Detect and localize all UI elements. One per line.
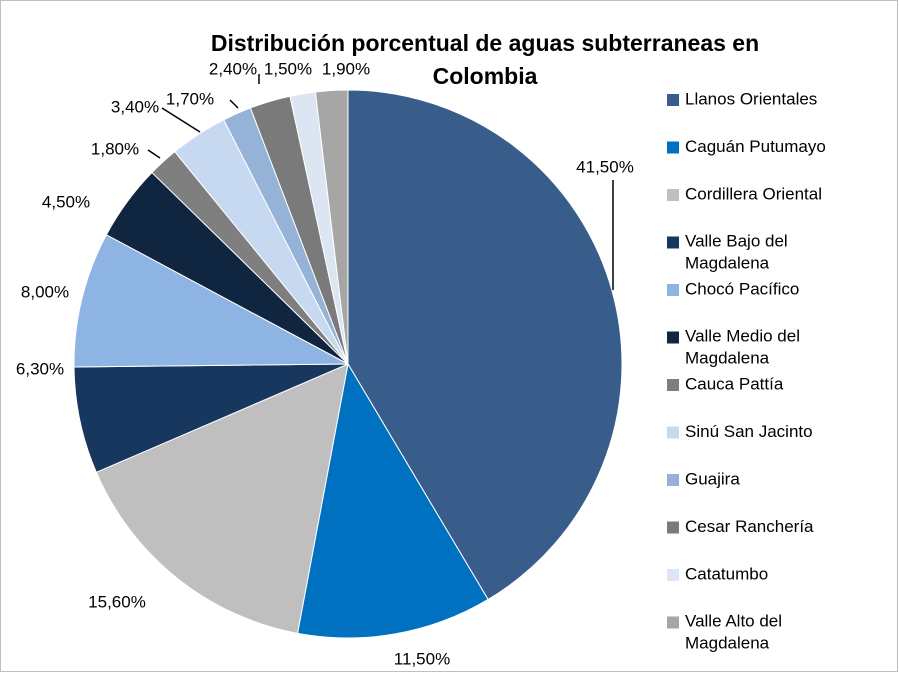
legend-label: Cesar Ranchería	[685, 517, 814, 536]
legend-label: Valle Medio del Magdalena	[685, 327, 800, 368]
legend-label: Llanos Orientales	[685, 89, 817, 108]
data-label: 4,50%	[42, 192, 90, 211]
legend-label: Valle Alto del Magdalena	[685, 612, 782, 653]
data-label: 41,50%	[576, 157, 634, 176]
legend-swatch	[667, 141, 679, 154]
legend-swatch	[667, 236, 679, 249]
data-label: 6,30%	[16, 359, 64, 378]
leader-line	[147, 149, 161, 159]
data-label: 11,50%	[394, 649, 450, 668]
legend-swatch	[667, 94, 679, 106]
pie-slice	[73, 234, 349, 368]
legend-swatch	[667, 189, 679, 201]
data-label: 2,40%	[209, 59, 257, 78]
pie-slice	[296, 362, 489, 639]
legend-swatch	[667, 521, 679, 534]
legend-swatch	[667, 616, 679, 629]
data-label: 8,00%	[21, 282, 69, 301]
data-label: 1,90%	[322, 59, 370, 78]
legend-label: Valle Bajo del Magdalena	[685, 232, 788, 273]
pie-slice	[347, 89, 623, 601]
data-label: 15,60%	[88, 592, 146, 611]
pie-slice	[314, 89, 349, 365]
data-label: 3,40%	[111, 97, 159, 116]
data-label: 1,80%	[91, 139, 139, 158]
legend-swatch	[667, 331, 679, 344]
leader-line	[161, 107, 201, 133]
legend-label: Catatumbo	[685, 564, 768, 583]
legend-label: Cauca Pattía	[685, 374, 784, 393]
data-label: 1,70%	[166, 89, 214, 108]
legend-label: Sinú San Jacinto	[685, 422, 813, 441]
legend-swatch	[667, 569, 679, 581]
legend-swatch	[667, 379, 679, 391]
leader-line	[229, 99, 239, 109]
legend-label: Chocó Pacífico	[685, 279, 799, 298]
chart-title: Distribución porcentual de aguas subterr…	[211, 30, 759, 89]
legend-label: Cordillera Oriental	[685, 184, 822, 203]
legend-swatch	[667, 474, 679, 486]
legend-swatch	[667, 284, 679, 296]
legend-label: Caguán Putumayo	[685, 137, 826, 156]
legend-swatch	[667, 426, 679, 439]
pie-slice	[95, 363, 349, 634]
legend-label: Guajira	[685, 469, 740, 488]
data-label: 1,50%	[264, 59, 312, 78]
